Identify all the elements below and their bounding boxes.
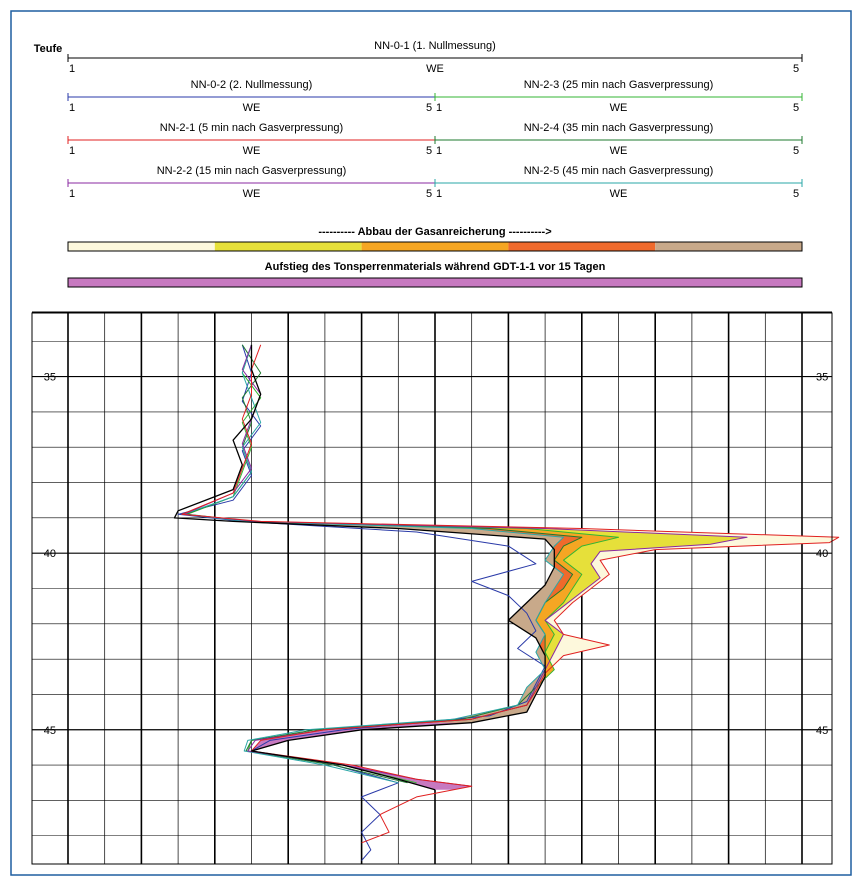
- legend-track: NN-2-3 (25 min nach Gasverpressung) 1 WE 5: [434, 79, 803, 114]
- legend-track-max: 5: [426, 102, 432, 114]
- gas-bar-segment: [214, 242, 362, 251]
- legend-track: NN-2-1 (5 min nach Gasverpressung) 1 WE 5: [67, 122, 436, 157]
- series-line: [173, 344, 555, 791]
- plot-border: [31, 312, 833, 865]
- gas-bar-segment: [361, 242, 509, 251]
- legend-track-min: 1: [69, 145, 75, 157]
- plot-area: 35 35 40 40 45 45: [31, 312, 840, 865]
- legend-track-max: 5: [793, 188, 799, 200]
- legend-track-unit: WE: [610, 188, 628, 200]
- legend-track-max: 5: [426, 145, 432, 157]
- depth-label-left: 35: [44, 372, 56, 384]
- gas-fill-mid: [233, 521, 747, 723]
- legend-track-unit: WE: [610, 145, 628, 157]
- legend-track: NN-0-2 (2. Nullmessung) 1 WE 5: [67, 79, 436, 114]
- legend-track-unit: WE: [610, 102, 628, 114]
- legend-track-max: 5: [793, 145, 799, 157]
- gas-bar-segment: [655, 242, 802, 251]
- series-line: [181, 344, 840, 844]
- legend-track-unit: WE: [243, 102, 261, 114]
- gas-bar-segment: [508, 242, 656, 251]
- legend-track-name: NN-0-2 (2. Nullmessung): [191, 79, 313, 91]
- legend-track: NN-2-4 (35 min nach Gasverpressung) 1 WE 5: [434, 122, 803, 157]
- y-axis-label: Teufe: [34, 43, 63, 55]
- legend-track-min: 1: [69, 63, 75, 75]
- clay-bar-title: Aufstieg des Tonsperrenmaterials während…: [265, 261, 606, 273]
- depth-label-right: 35: [816, 372, 828, 384]
- depth-label-right: 45: [816, 725, 828, 737]
- legend-track-min: 1: [436, 145, 442, 157]
- legend-track-name: NN-2-3 (25 min nach Gasverpressung): [524, 79, 714, 91]
- legend-track-name: NN-2-5 (45 min nach Gasverpressung): [524, 165, 714, 177]
- gas-bar-title: ---------- Abbau der Gasanreicherung ---…: [318, 226, 551, 238]
- depth-label-left: 45: [44, 725, 56, 737]
- legend-track-name: NN-2-4 (35 min nach Gasverpressung): [524, 122, 714, 134]
- gas-bar-outline: [67, 241, 803, 252]
- legend-track-unit: WE: [243, 188, 261, 200]
- legend-track-min: 1: [69, 188, 75, 200]
- legend-track-max: 5: [426, 188, 432, 200]
- depth-label-right: 40: [816, 548, 828, 560]
- legend-track-max: 5: [793, 63, 799, 75]
- gas-bar-segment: [68, 242, 215, 251]
- legend-track-unit: WE: [243, 145, 261, 157]
- gas-fill-tan: [233, 521, 564, 723]
- legend-track: NN-2-5 (45 min nach Gasverpressung) 1 WE 5: [434, 165, 803, 200]
- legend-header: Teufe NN-0-1 (1. Nullmessung)1 WE 5NN-0-2 (…: [34, 40, 803, 288]
- legend-track-name: NN-2-1 (5 min nach Gasverpressung): [160, 122, 343, 134]
- legend-track-name: NN-2-2 (15 min nach Gasverpressung): [157, 165, 347, 177]
- clay-bar: [67, 277, 803, 288]
- legend-track-unit: WE: [426, 63, 444, 75]
- legend-track-min: 1: [436, 102, 442, 114]
- legend-track-min: 1: [69, 102, 75, 114]
- legend-track-min: 1: [436, 188, 442, 200]
- series-line: [183, 344, 564, 784]
- legend-track-name: NN-0-1 (1. Nullmessung): [374, 40, 496, 52]
- gas-fill-orange: [233, 521, 619, 723]
- legend-track: NN-0-1 (1. Nullmessung) 1 WE 5: [67, 40, 803, 75]
- legend-track-max: 5: [793, 102, 799, 114]
- depth-label-left: 40: [44, 548, 56, 560]
- legend-track: NN-2-2 (15 min nach Gasverpressung) 1 WE 5: [67, 165, 436, 200]
